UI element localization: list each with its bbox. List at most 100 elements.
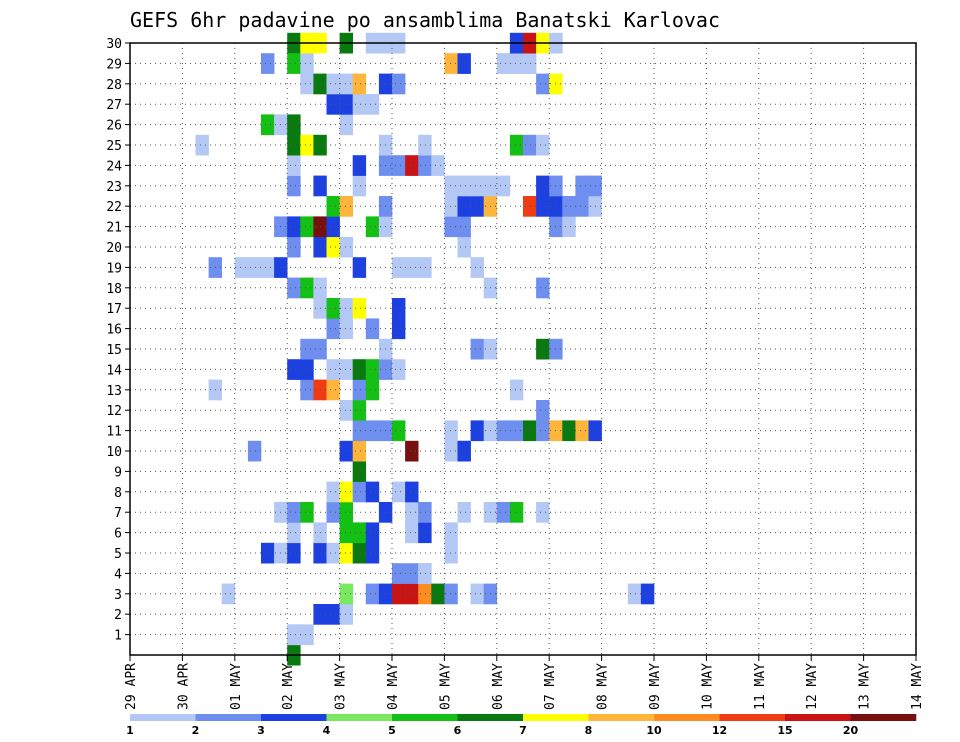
colorbar-swatch [588, 714, 655, 721]
precip-cell [287, 175, 301, 197]
x-tick-label: 01 MAY [229, 663, 244, 710]
colorbar-swatch [719, 714, 786, 721]
precip-cell [352, 481, 367, 503]
precip-cell [536, 277, 550, 299]
precip-cell [418, 155, 432, 176]
precip-cell [300, 359, 314, 380]
precip-cell [287, 624, 301, 646]
x-tick-label: 30 APR [176, 663, 191, 710]
precip-cell [221, 583, 236, 605]
colorbar-legend: 1 2 3 4 5 6 7 8 10 12 15 20 [126, 714, 917, 737]
x-tick-label: 11 MAY [753, 663, 768, 710]
precip-cell [326, 318, 340, 340]
precip-cell [352, 257, 367, 278]
y-tick-label: 3 [114, 588, 122, 603]
x-tick-label: 02 MAY [281, 663, 296, 710]
x-tick-label: 06 MAY [491, 663, 506, 710]
precip-cell [392, 481, 406, 503]
y-tick-label: 25 [106, 139, 122, 154]
precip-cell [444, 583, 458, 605]
precip-cell [444, 420, 458, 442]
colorbar-swatch [523, 714, 589, 721]
chart-title: GEFS 6hr padavine po ansamblima Banatski… [130, 8, 720, 32]
precip-cell [287, 134, 301, 156]
precip-cell [536, 400, 550, 421]
precip-cell [352, 542, 367, 564]
precip-cell [536, 134, 550, 156]
precip-cell [247, 257, 262, 278]
precip-cell [339, 481, 353, 503]
precip-cell [326, 604, 340, 625]
precip-cell [339, 114, 353, 136]
x-tick-label: 07 MAY [543, 663, 558, 710]
precip-cell [536, 175, 550, 197]
precip-cell [444, 440, 458, 462]
precip-cell [365, 359, 380, 380]
precip-cell [339, 542, 353, 564]
colorbar-swatch [130, 714, 196, 721]
x-tick-label: 10 MAY [700, 663, 715, 710]
colorbar-swatch [654, 714, 720, 721]
precip-cell [287, 542, 301, 564]
y-tick-label: 4 [114, 567, 122, 582]
precip-cell [496, 502, 511, 523]
precip-cell [352, 175, 367, 197]
colorbar-swatch [457, 714, 524, 721]
precip-cell [444, 53, 458, 74]
precip-cell [392, 583, 406, 605]
precip-cell [457, 175, 471, 197]
precip-cell [392, 359, 406, 380]
y-tick-label: 21 [106, 221, 122, 236]
y-tick-label: 24 [106, 159, 122, 174]
precip-cell [326, 542, 340, 564]
colorbar-label: 4 [323, 724, 331, 737]
precip-cell [509, 502, 524, 523]
precip-cell [261, 257, 275, 278]
precip-cell [339, 318, 353, 340]
precip-cell [575, 420, 589, 442]
precip-cell [405, 257, 419, 278]
colorbar-label: 6 [454, 724, 462, 737]
precip-cell [326, 236, 340, 258]
colorbar-swatch [195, 714, 262, 721]
precip-cell [470, 257, 484, 278]
precip-cell [365, 420, 380, 442]
precip-cell [523, 53, 537, 74]
precip-cell [261, 53, 275, 74]
precip-cell [405, 583, 419, 605]
precip-cell [444, 175, 458, 197]
y-tick-label: 23 [106, 180, 122, 195]
precip-cell [339, 73, 353, 95]
precip-cell [536, 196, 550, 217]
precip-cell [339, 502, 353, 523]
precip-cell [234, 257, 249, 278]
precip-cell [405, 155, 419, 176]
y-tick-label: 9 [114, 465, 122, 480]
precip-cell [300, 624, 314, 646]
precip-cell [418, 134, 432, 156]
precip-cell [300, 338, 314, 360]
precip-cell [431, 155, 445, 176]
precip-cell [261, 542, 275, 564]
precip-cell [365, 542, 380, 564]
x-tick-label: 13 MAY [858, 663, 873, 710]
precip-cell [365, 583, 380, 605]
precip-cell [352, 94, 367, 115]
precip-cell [300, 53, 314, 74]
precip-cell [575, 175, 589, 197]
precip-cell [352, 400, 367, 421]
precip-cell [392, 155, 406, 176]
precip-cell [418, 522, 432, 544]
x-tick-label: 12 MAY [805, 663, 820, 710]
precip-cell [352, 440, 367, 462]
precip-cell [365, 481, 380, 503]
colorbar-label: 15 [777, 724, 792, 737]
precip-cell [405, 502, 419, 523]
precip-cell [470, 196, 484, 217]
precip-cell [300, 379, 314, 401]
precip-cell [339, 604, 353, 625]
precip-cell [536, 338, 550, 360]
colorbar-label: 20 [843, 724, 859, 737]
precip-cell [444, 196, 458, 217]
precip-cell [326, 196, 340, 217]
